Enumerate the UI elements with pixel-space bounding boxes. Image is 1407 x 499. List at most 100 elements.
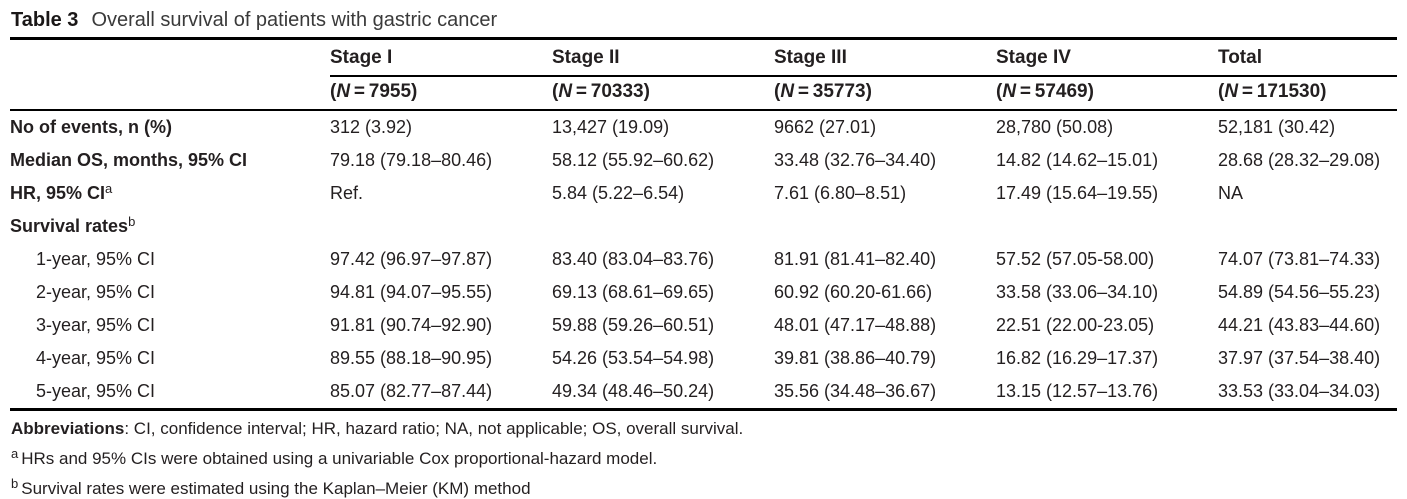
footnote-marker: b	[128, 214, 136, 229]
footnote-line: a HRs and 95% CIs were obtained using a u…	[11, 446, 1397, 469]
data-cell: 39.81 (38.86–40.79)	[774, 348, 937, 368]
footnote-text: Survival rates were estimated using the …	[21, 479, 531, 498]
data-cell: 33.53 (33.04–34.03)	[1218, 381, 1381, 401]
row-label: 1-year, 95% CI	[10, 243, 330, 276]
row-label: 2-year, 95% CI	[10, 276, 330, 309]
data-cell: 35.56 (34.48–36.67)	[774, 381, 937, 401]
table-caption: Overall survival of patients with gastri…	[91, 9, 498, 31]
data-cell: 28.68 (28.32–29.08)	[1218, 150, 1381, 170]
data-cell: 13.15 (12.57–13.76)	[996, 381, 1159, 401]
data-cell: 17.49 (15.64–19.55)	[996, 183, 1159, 203]
footnotes: Abbreviations: CI, confidence interval; …	[10, 411, 1397, 499]
footnote-line: Abbreviations: CI, confidence interval; …	[11, 419, 1397, 439]
column-header-stage: Stage III	[774, 38, 996, 77]
data-cell: 74.07 (73.81–74.33)	[1218, 249, 1381, 269]
table-row: HR, 95% CIa Ref. 5.84 (5.22–6.54) 7.61 (6.8…	[10, 177, 1397, 210]
n-symbol: N	[780, 81, 795, 102]
column-header-stage: Stage II	[552, 38, 774, 77]
table-title: Table 3 Overall survival of patients with…	[11, 8, 1397, 32]
data-cell: 9662 (27.01)	[774, 117, 877, 137]
column-header-n: (N = 57469)	[996, 76, 1218, 111]
column-header-n: (N = 171530)	[1218, 76, 1397, 111]
data-cell	[552, 210, 774, 243]
data-cell: 49.34 (48.46–50.24)	[552, 381, 715, 401]
column-header-n: (N = 35773)	[774, 76, 996, 111]
row-label: Median OS, months, 95% CI	[10, 144, 330, 177]
data-cell	[330, 210, 552, 243]
data-cell: 85.07 (82.77–87.44)	[330, 381, 493, 401]
column-header-n: (N = 7955)	[330, 76, 552, 111]
row-label-text: Median OS, months, 95% CI	[10, 150, 248, 170]
row-label: Survival ratesb	[10, 210, 330, 243]
data-cell: NA	[1218, 183, 1244, 203]
data-cell: 97.42 (96.97–97.87)	[330, 249, 493, 269]
footnote-line: b Survival rates were estimated using the…	[11, 476, 1397, 499]
row-label-text: No of events, n (%)	[10, 117, 173, 137]
data-cell: 52,181 (30.42)	[1218, 117, 1336, 137]
data-cell: 312 (3.92)	[330, 117, 413, 137]
n-header-row: (N = 7955) (N = 70333) (N = 35773) (N = 574…	[10, 76, 1397, 111]
row-label-text: 2-year, 95% CI	[36, 282, 156, 302]
table-row: 2-year, 95% CI 94.81 (94.07–95.55) 69.13 (…	[10, 276, 1397, 309]
row-label: No of events, n (%)	[10, 110, 330, 144]
column-header-stage: Stage I	[330, 38, 552, 77]
row-label: 4-year, 95% CI	[10, 342, 330, 375]
data-cell: 54.26 (53.54–54.98)	[552, 348, 715, 368]
table-row: 4-year, 95% CI 89.55 (88.18–90.95) 54.26 (…	[10, 342, 1397, 375]
data-cell: 28,780 (50.08)	[996, 117, 1114, 137]
table-number: Table 3	[11, 9, 79, 31]
n-symbol: N	[1002, 81, 1017, 102]
table-row: Survival ratesb	[10, 210, 1397, 243]
table-row: 5-year, 95% CI 85.07 (82.77–87.44) 49.34 (…	[10, 375, 1397, 410]
footnote-prefix: Abbreviations	[11, 419, 125, 438]
header-empty-cell	[10, 76, 330, 111]
row-label-text: 3-year, 95% CI	[36, 315, 156, 335]
n-symbol: N	[1224, 81, 1239, 102]
data-cell: 13,427 (19.09)	[552, 117, 670, 137]
column-header-stage: Total	[1218, 38, 1397, 77]
footnote-text: HRs and 95% CIs were obtained using a un…	[21, 449, 658, 468]
header-empty-cell	[10, 39, 330, 77]
table-row: 1-year, 95% CI 97.42 (96.97–97.87) 83.40 (…	[10, 243, 1397, 276]
row-label-text: Survival rates	[10, 216, 129, 236]
data-cell: 59.88 (59.26–60.51)	[552, 315, 715, 335]
data-cell: 33.48 (32.76–34.40)	[774, 150, 937, 170]
n-symbol: N	[336, 81, 351, 102]
table-row: 3-year, 95% CI 91.81 (90.74–92.90) 59.88 (…	[10, 309, 1397, 342]
data-cell: 81.91 (81.41–82.40)	[774, 249, 937, 269]
data-cell: 58.12 (55.92–60.62)	[552, 150, 715, 170]
data-cell	[1218, 210, 1397, 243]
data-cell: 7.61 (6.80–8.51)	[774, 183, 907, 203]
table-row: Median OS, months, 95% CI 79.18 (79.18–80…	[10, 144, 1397, 177]
row-label-text: 4-year, 95% CI	[36, 348, 156, 368]
data-cell: 33.58 (33.06–34.10)	[996, 282, 1159, 302]
footnote-text: : CI, confidence interval; HR, hazard ra…	[124, 419, 744, 438]
footnote-marker: a	[11, 446, 19, 461]
data-cell: 44.21 (43.83–44.60)	[1218, 315, 1381, 335]
footnote-marker: b	[11, 476, 19, 491]
row-label-text: 5-year, 95% CI	[36, 381, 156, 401]
data-cell: 69.13 (68.61–69.65)	[552, 282, 715, 302]
data-cell: 91.81 (90.74–92.90)	[330, 315, 493, 335]
data-cell: 54.89 (54.56–55.23)	[1218, 282, 1381, 302]
data-cell	[774, 210, 996, 243]
data-cell: 22.51 (22.00-23.05)	[996, 315, 1155, 335]
data-cell: 79.18 (79.18–80.46)	[330, 150, 493, 170]
data-cell: 14.82 (14.62–15.01)	[996, 150, 1159, 170]
data-cell	[996, 210, 1218, 243]
data-cell: 83.40 (83.04–83.76)	[552, 249, 715, 269]
data-cell: 94.81 (94.07–95.55)	[330, 282, 493, 302]
column-header-stage: Stage IV	[996, 38, 1218, 77]
data-cell: 16.82 (16.29–17.37)	[996, 348, 1159, 368]
data-cell: Ref.	[330, 183, 364, 203]
column-header-n: (N = 70333)	[552, 76, 774, 111]
stage-header-row: Stage I Stage II Stage III Stage IV Total	[10, 38, 1397, 77]
row-label: 3-year, 95% CI	[10, 309, 330, 342]
survival-table: Stage I Stage II Stage III Stage IV Total (N…	[10, 37, 1397, 411]
row-label: HR, 95% CIa	[10, 177, 330, 210]
table-row: No of events, n (%) 312 (3.92) 13,427 (19.…	[10, 110, 1397, 144]
n-symbol: N	[558, 81, 573, 102]
row-label-text: HR, 95% CI	[10, 183, 106, 203]
table-body: No of events, n (%) 312 (3.92) 13,427 (19.…	[10, 110, 1397, 410]
data-cell: 57.52 (57.05-58.00)	[996, 249, 1155, 269]
